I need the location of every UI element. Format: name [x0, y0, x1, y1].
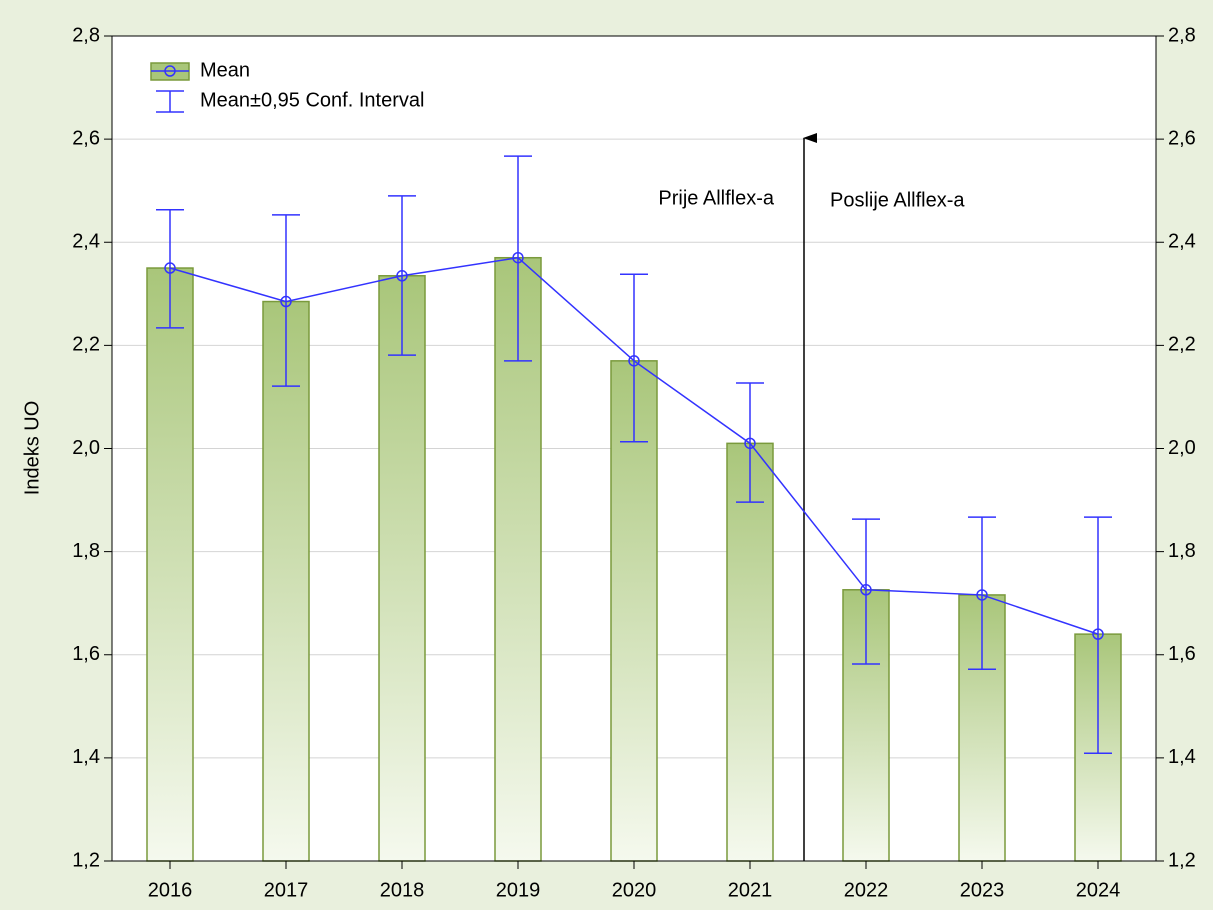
mean-point [512, 251, 524, 264]
y-tick-label: 2,4 [72, 231, 100, 253]
x-tick-label: 2023 [960, 879, 1005, 901]
x-tick-label: 2019 [496, 879, 541, 901]
error-bar [620, 273, 648, 443]
bar [146, 267, 194, 862]
bar [726, 442, 774, 862]
x-tick-label: 2020 [612, 879, 657, 901]
x-tick-label: 2021 [728, 879, 773, 901]
y2-tick-label: 1,6 [1168, 643, 1196, 665]
legend-error-icon [156, 90, 184, 113]
y-tick-label: 2,6 [72, 127, 100, 149]
annotation: Poslije Allflex-a [830, 189, 965, 211]
y2-tick-label: 1,2 [1168, 849, 1196, 871]
y2-tick-label: 2,8 [1168, 24, 1196, 46]
y2-tick-label: 2,0 [1168, 437, 1196, 459]
y2-tick-label: 1,8 [1168, 540, 1196, 562]
y-tick-label: 2,0 [72, 437, 100, 459]
error-bar [272, 214, 300, 387]
x-tick-label: 2022 [844, 879, 889, 901]
mean-point [1092, 628, 1104, 640]
mean-point [628, 355, 640, 367]
mean-point [744, 437, 756, 450]
legend-label: Mean [200, 59, 250, 81]
y-tick-label: 1,2 [72, 849, 100, 871]
y2-tick-label: 2,6 [1168, 127, 1196, 149]
bar [262, 300, 310, 862]
legend-point [164, 65, 176, 77]
mean-point [976, 589, 988, 601]
x-tick-label: 2017 [264, 879, 309, 901]
error-bar [968, 516, 996, 670]
x-tick-label: 2016 [148, 879, 193, 901]
legend-label: Mean±0,95 Conf. Interval [200, 89, 424, 111]
y2-tick-label: 2,4 [1168, 231, 1196, 253]
y-tick-label: 1,4 [72, 746, 100, 768]
error-bar [1084, 516, 1112, 754]
error-bar [852, 518, 880, 665]
y2-tick-label: 1,4 [1168, 746, 1196, 768]
y-tick-label: 2,8 [72, 24, 100, 46]
y-tick-label: 1,6 [72, 643, 100, 665]
mean-point [396, 270, 408, 282]
bar [610, 360, 658, 862]
y-tick-label: 2,2 [72, 334, 100, 356]
x-tick-label: 2018 [380, 879, 425, 901]
y-axis-label: Indeks UO [21, 401, 43, 495]
mean-point [860, 584, 872, 596]
mean-point [164, 262, 176, 274]
mean-point [280, 295, 292, 308]
mean-line [169, 256, 1099, 635]
plot-frame [111, 35, 1157, 862]
y2-tick-label: 2,2 [1168, 334, 1196, 356]
y-tick-label: 1,8 [72, 540, 100, 562]
bar [378, 275, 426, 862]
annotation: Prije Allflex-a [658, 187, 774, 209]
x-tick-label: 2024 [1076, 879, 1121, 901]
